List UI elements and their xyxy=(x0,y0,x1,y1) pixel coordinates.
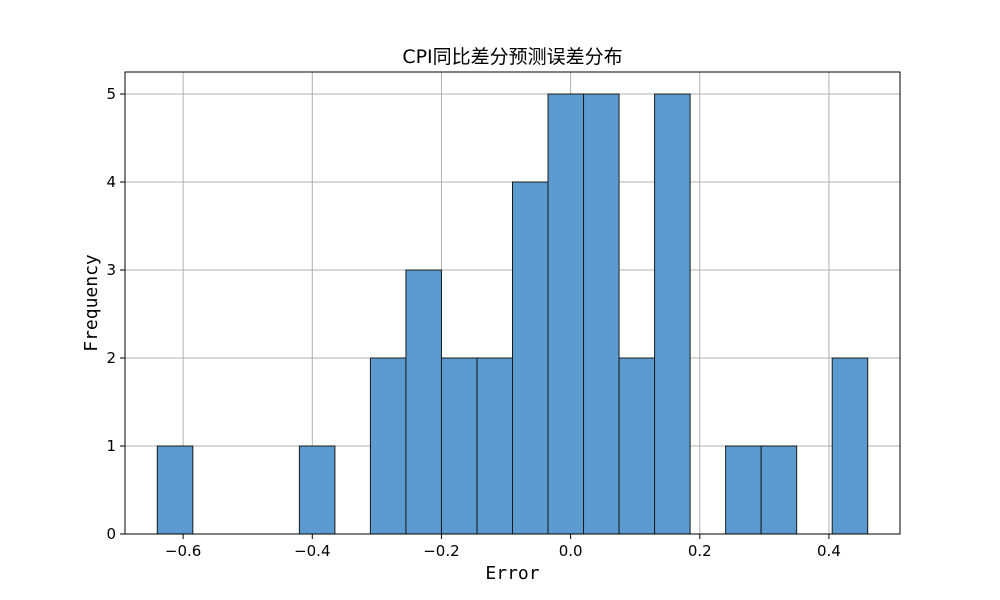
y-tick-label: 2 xyxy=(106,349,116,367)
histogram-bar-12 xyxy=(583,93,620,535)
bars xyxy=(156,93,869,535)
y-tick-label: 0 xyxy=(106,525,116,543)
chart-title: CPI同比差分预测误差分布 xyxy=(402,46,622,68)
x-tick-label: −0.4 xyxy=(294,542,330,560)
x-axis-ticks: −0.6 −0.4 −0.2 0.0 0.2 0.4 xyxy=(165,534,841,560)
x-tick-label: 0.4 xyxy=(817,542,841,560)
y-axis-ticks: 0 1 2 3 4 5 xyxy=(106,85,125,543)
histogram-bar-0 xyxy=(156,445,194,535)
histogram-bar-10 xyxy=(512,181,549,535)
histogram-bar-6 xyxy=(369,357,407,535)
histogram-bar-11 xyxy=(547,93,585,535)
histogram-bar-16 xyxy=(725,445,762,535)
histogram-bar-14 xyxy=(654,93,691,535)
histogram-bar-19 xyxy=(831,357,869,535)
y-axis-label: Frequency xyxy=(81,254,102,352)
x-axis-label: Error xyxy=(485,563,539,584)
histogram-bar-13 xyxy=(618,357,656,535)
y-tick-label: 5 xyxy=(106,85,116,103)
histogram-bar-7 xyxy=(405,269,442,535)
histogram-bar-4 xyxy=(298,445,336,535)
y-tick-label: 3 xyxy=(106,261,116,279)
x-tick-label: −0.2 xyxy=(423,542,459,560)
y-tick-label: 1 xyxy=(106,437,116,455)
histogram-bar-9 xyxy=(476,357,513,535)
x-tick-label: −0.6 xyxy=(165,542,201,560)
histogram-bar-8 xyxy=(440,357,478,535)
plot-frame xyxy=(124,71,901,535)
x-tick-label: 0.0 xyxy=(559,542,583,560)
y-tick-label: 4 xyxy=(106,173,116,191)
x-tick-label: 0.2 xyxy=(688,542,712,560)
histogram-bar-17 xyxy=(760,445,798,535)
